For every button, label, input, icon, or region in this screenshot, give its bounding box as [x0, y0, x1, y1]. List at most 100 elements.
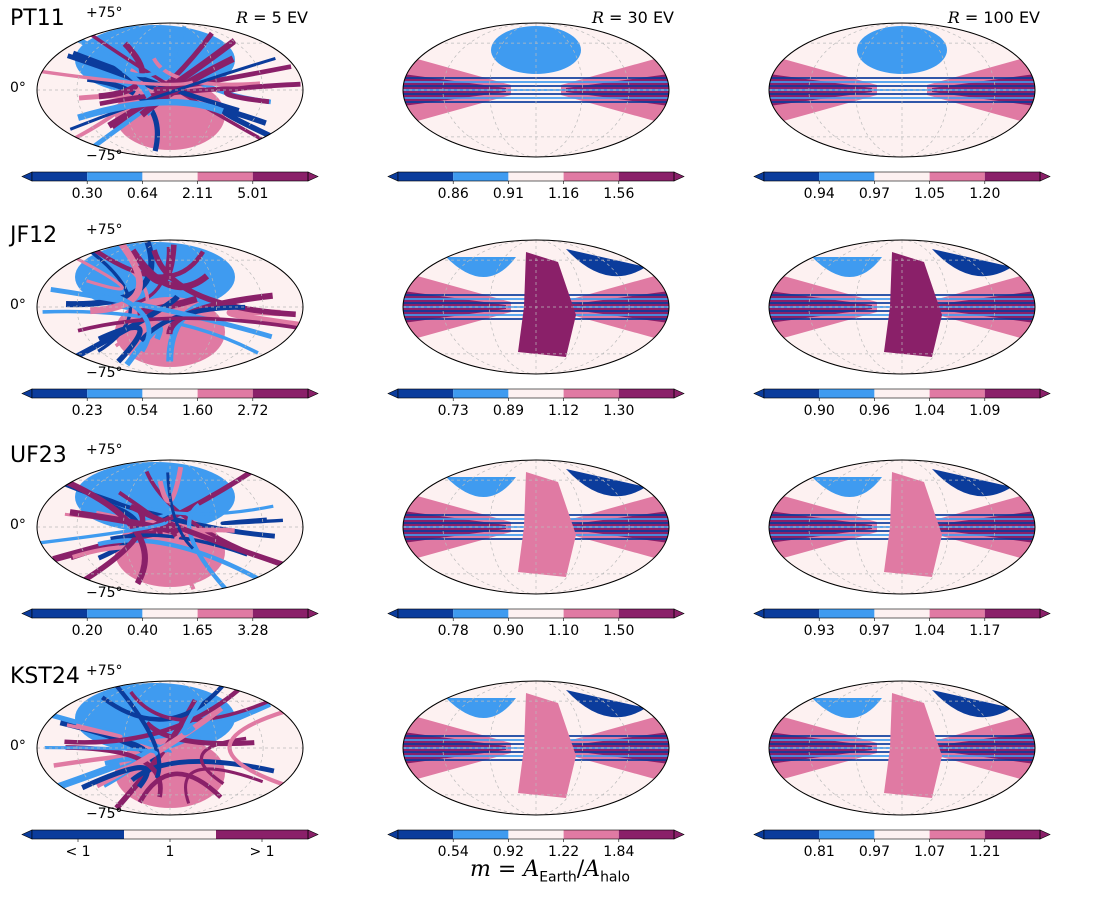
sky-map-jf12-3 [769, 240, 1035, 374]
colorbar-tick-label: 1.09 [969, 403, 1000, 419]
map-band [403, 93, 669, 95]
colorbar-extend-high [1039, 388, 1051, 399]
map-filament [37, 519, 169, 545]
colorbar-tick-label: 0.97 [859, 844, 890, 860]
colorbar-uf23-1: 0.20 0.40 1.65 3.28 [21, 608, 319, 639]
colorbar-segment [563, 830, 619, 839]
map-band [769, 81, 1035, 83]
colorbar-extend-high [673, 171, 685, 182]
colorbar-segment [563, 389, 619, 398]
colorbar-tick-label: 0.81 [804, 844, 835, 860]
colorbar-extend-low [387, 171, 399, 182]
sky-map-pt11-1 [37, 23, 303, 157]
map-filament [77, 316, 301, 333]
graticule-meridian [808, 23, 996, 157]
colorbar-tick-label: 0.23 [72, 403, 103, 419]
colorbar-segment [398, 830, 454, 839]
colorbar-extend-high [673, 388, 685, 399]
map-filament [50, 287, 273, 340]
colorbar-tick-label: 0.97 [859, 623, 890, 639]
colorbar-segment [764, 172, 820, 181]
row-label-uf23: UF23 [10, 443, 67, 468]
map-outline [768, 22, 1036, 158]
colorbar-tick-label: 1 [166, 844, 175, 860]
graticule-meridian [489, 240, 583, 374]
colorbar-segment [453, 389, 509, 398]
sky-map-kst24-2 [403, 681, 669, 815]
row-label-pt11: PT11 [10, 6, 65, 31]
colorbar-tick-label: 1.17 [969, 623, 1000, 639]
colorbar-segment [618, 389, 674, 398]
colorbar-segment [508, 830, 564, 839]
map-filament [118, 490, 178, 538]
graticule-meridian [123, 240, 217, 374]
colorbar-segment [874, 389, 930, 398]
map-filament [58, 247, 124, 291]
map-filament [183, 767, 264, 804]
sky-map-uf23-1 [37, 460, 303, 594]
map-filament [166, 472, 195, 550]
colorbar-frame [397, 829, 675, 840]
colorbar-segment [252, 609, 308, 618]
map-region [812, 698, 882, 718]
sky-map-pt11-2 [403, 23, 669, 157]
colorbar-segment [453, 830, 509, 839]
colorbar-tick-label: 2.11 [182, 186, 213, 202]
colorbar-extend-low [753, 171, 765, 182]
colorbar-tick-label: 0.64 [127, 186, 158, 202]
map-region [446, 477, 516, 497]
colorbar-segment [124, 830, 216, 839]
x-label-slash: / [576, 857, 585, 882]
graticule-meridian [442, 681, 630, 815]
map-filament [97, 324, 143, 364]
colorbar-segment [32, 172, 88, 181]
colorbar-extend-high [307, 829, 319, 840]
map-filament [110, 681, 162, 779]
panel-title-3: R = 100 EV [862, 8, 1040, 27]
colorbar-segment [764, 609, 820, 618]
graticule-meridian [123, 23, 217, 157]
sky-map-jf12-1 [37, 240, 303, 374]
colorbar-tick-label: 0.86 [438, 186, 469, 202]
sky-map-kst24-3 [769, 681, 1035, 815]
row-label-jf12: JF12 [10, 223, 58, 248]
colorbar-tick-label: 0.20 [72, 623, 103, 639]
colorbar-segment [142, 389, 198, 398]
graticule-meridian [76, 240, 264, 374]
map-filament [224, 81, 301, 105]
panel-title-value: = 100 EV [959, 8, 1040, 27]
map-filament [122, 25, 187, 78]
colorbar-segment [984, 609, 1040, 618]
colorbar-extend-low [387, 608, 399, 619]
colorbar-segment [197, 172, 253, 181]
colorbar-frame [31, 608, 309, 619]
colorbar-tick-label: 2.72 [237, 403, 268, 419]
colorbar-tick-label: 0.92 [493, 844, 524, 860]
colorbar-frame [397, 608, 675, 619]
map-outline [768, 459, 1036, 595]
graticule-meridian [76, 460, 264, 594]
colorbar-segment [618, 172, 674, 181]
graticule-meridian [123, 460, 217, 594]
map-region [446, 257, 516, 277]
map-outline [36, 239, 304, 375]
x-label-equals: = [497, 857, 517, 882]
panel-title-value: = 30 EV [603, 8, 674, 27]
map-region [518, 693, 576, 798]
colorbar-jf12-3: 0.90 0.96 1.04 1.09 [753, 388, 1051, 419]
colorbar-segment [32, 389, 88, 398]
panel-title-variable: R [947, 8, 960, 27]
sky-map-uf23-3 [769, 460, 1035, 594]
lat-tick-plus75: +75° [86, 442, 123, 458]
colorbar-extend-low [21, 608, 33, 619]
panel-title-1: R = 5 EV [130, 8, 308, 27]
colorbar-segment [819, 389, 875, 398]
colorbar-frame [397, 171, 675, 182]
colorbar-segment [32, 609, 88, 618]
colorbar-frame [763, 388, 1041, 399]
graticule-meridian [76, 23, 264, 157]
colorbar-kst24-2: 0.54 0.92 1.22 1.84 [387, 829, 685, 860]
graticule-meridian [808, 460, 996, 594]
colorbar-frame [397, 388, 675, 399]
